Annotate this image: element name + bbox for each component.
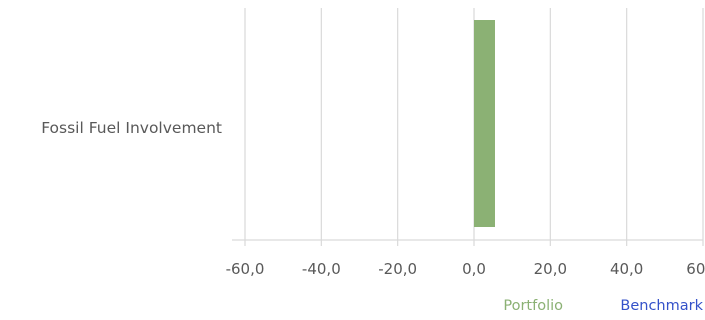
tick-label: -60,0 xyxy=(226,260,265,278)
value-axis xyxy=(232,239,704,246)
tick-label: 40,0 xyxy=(610,260,643,278)
bar-portfolio xyxy=(474,20,495,227)
tick-label: -20,0 xyxy=(378,260,417,278)
bars xyxy=(474,20,495,227)
category-label: Fossil Fuel Involvement xyxy=(41,119,222,137)
tick-label: -40,0 xyxy=(302,260,341,278)
tick-label: 20,0 xyxy=(534,260,567,278)
legend-portfolio: Portfolio xyxy=(503,298,563,314)
legend: Portfolio Benchmark xyxy=(503,298,703,314)
tick-label: 0,0 xyxy=(462,260,486,278)
legend-benchmark: Benchmark xyxy=(620,298,703,314)
tick-label: 60,0 xyxy=(686,260,705,278)
tick-labels: -60,0 -40,0 -20,0 0,0 20,0 40,0 60,0 xyxy=(226,260,705,278)
